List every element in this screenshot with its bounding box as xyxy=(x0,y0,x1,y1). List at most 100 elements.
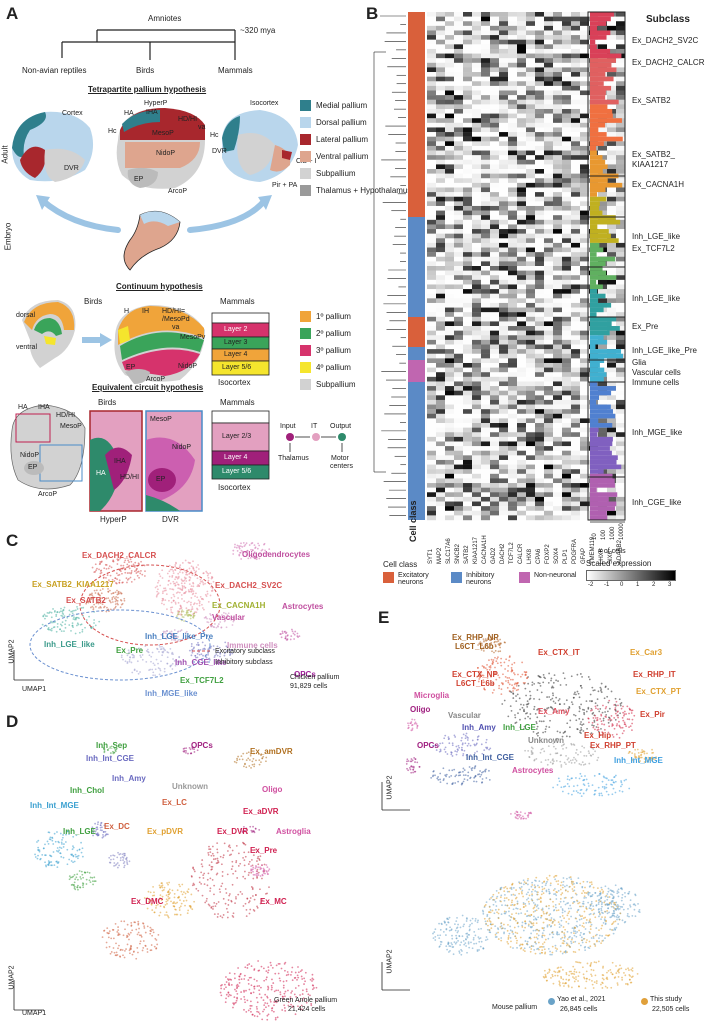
legend-item: Ventral pallium xyxy=(300,151,411,162)
umap-e-legend-0-cells: 26,845 cells xyxy=(560,1006,598,1013)
class-strip-block xyxy=(408,12,425,176)
class-swatch xyxy=(383,572,394,583)
cluster xyxy=(476,655,529,695)
subclass-label: Glia xyxy=(632,358,647,367)
continuum-mesopv: MesoPv xyxy=(180,334,206,341)
cluster xyxy=(552,772,631,798)
umap-e-label: Inh_Amy xyxy=(462,723,496,732)
bird-ep: EP xyxy=(134,176,144,183)
bar-axis-label: # of cells xyxy=(598,548,626,555)
bird-nidop: NidoP xyxy=(156,150,176,157)
continuum-ep: EP xyxy=(126,364,136,371)
cluster xyxy=(481,876,622,956)
legend-swatch xyxy=(300,117,311,128)
cluster xyxy=(182,746,199,755)
gene-label: SNCB2 xyxy=(455,543,461,564)
cluster xyxy=(430,765,491,786)
umap-d-cells: 21,424 cells xyxy=(288,1006,326,1013)
gene-label: GAD2 xyxy=(491,547,497,564)
class-swatch xyxy=(451,572,462,583)
umap-e-legend-dot-0 xyxy=(548,998,555,1005)
cluster xyxy=(407,718,419,732)
tree-leaf-reptiles: Non-avian reptiles xyxy=(22,66,87,75)
cluster xyxy=(232,541,271,561)
equivalent-hyper xyxy=(89,410,143,512)
excitatory-outline xyxy=(79,564,221,646)
umap-c xyxy=(13,541,301,681)
legend-item: Subpallium xyxy=(300,168,411,179)
subclass-label: Vascular cells xyxy=(632,368,681,377)
flow-thalamus: Thalamus xyxy=(278,455,309,462)
umap-e-label: Ex_RHP_PT xyxy=(590,741,636,750)
equivalent-title: Equivalent circuit hypothesis xyxy=(92,383,204,392)
class-strip-block xyxy=(408,347,425,360)
continuum-mammals: Mammals xyxy=(220,297,255,306)
cluster xyxy=(85,588,126,613)
umap-e-species: Mouse pallium xyxy=(492,1004,538,1011)
umap-d-label: Ex_Pre xyxy=(250,846,278,855)
subclass-label: KIAA1217 xyxy=(632,160,669,169)
umap-e-legend-1: This study xyxy=(650,996,682,1003)
mammal-pir: Pir + PA xyxy=(272,182,298,189)
umap-e-label: Ex_Car3 xyxy=(630,648,663,657)
umap-e-label: Inh_Int_MGE xyxy=(614,756,663,765)
legend-label: 1º pallium xyxy=(316,312,351,321)
subclass-label: Immune cells xyxy=(632,378,680,387)
umap-e-label: Oligo xyxy=(410,705,431,714)
umap-e-label: Astrocytes xyxy=(512,766,554,775)
umap-e-label: Ex_Pir xyxy=(640,710,665,719)
gene-label: MAP2 xyxy=(437,547,443,564)
umap-d-label: Inh_LGE xyxy=(63,827,96,836)
eq-mesop: MesoP xyxy=(60,423,82,430)
cluster xyxy=(120,644,181,677)
cluster xyxy=(91,821,109,839)
tree-leaf-birds: Birds xyxy=(136,66,155,75)
cluster xyxy=(581,884,641,925)
umap-e xyxy=(381,636,658,991)
subclass-title: Subclass xyxy=(646,14,690,25)
bird-iha: IHA xyxy=(146,109,158,116)
tree-age: ~320 mya xyxy=(240,26,276,35)
dvr-ep: EP xyxy=(156,476,166,483)
legend-label: Thalamus + Hypothalamus xyxy=(316,186,412,195)
umap-c-label: Ex_Pre xyxy=(116,646,144,655)
umap-e-label: Inh_LGE xyxy=(503,723,536,732)
umap-c-xaxis: UMAP1 xyxy=(22,686,47,693)
cluster xyxy=(101,920,160,960)
cluster xyxy=(203,611,236,629)
cluster xyxy=(188,641,234,661)
continuum-hdhi: HD/HI= xyxy=(162,308,186,315)
umap-d-label: Inh_Int_CGE xyxy=(86,754,135,763)
legend-swatch xyxy=(300,379,311,390)
inhibitory-outline xyxy=(29,609,211,681)
bar-tick: 10000 xyxy=(619,523,625,540)
bird-brain xyxy=(116,108,205,189)
bird-arcop: ArcoP xyxy=(168,188,188,195)
class-strip-block xyxy=(408,217,425,267)
legend-label: 2º pallium xyxy=(316,329,351,338)
umap-e-legend-0: Yao et al., 2021 xyxy=(557,996,606,1003)
umap-e-label: Ex_RHP_IT xyxy=(633,670,676,679)
umap-c-label: OPCs xyxy=(294,670,316,679)
flow-output: Output xyxy=(330,423,352,430)
continuum-arcop: ArcoP xyxy=(146,376,166,383)
gene-label: CALCR xyxy=(518,543,524,564)
umap-d-species: Green Anole pallium xyxy=(274,997,338,1004)
legend-label: Subpallium xyxy=(316,380,356,389)
panel-e-letter: E xyxy=(378,608,390,627)
cluster xyxy=(432,914,492,956)
continuum-embryo xyxy=(22,300,76,368)
cluster xyxy=(627,748,658,763)
class-strip-block xyxy=(408,382,425,477)
bird-hyperp: HyperP xyxy=(144,100,168,107)
label-adult: Adult xyxy=(0,145,10,164)
cluster xyxy=(510,810,533,820)
umap-d-label: Ex_DC xyxy=(104,822,130,831)
umap-d-xaxis: UMAP1 xyxy=(22,1010,47,1017)
legend-item: Thalamus + Hypothalamus xyxy=(300,185,411,196)
continuum-bird xyxy=(114,305,205,384)
legend-swatch xyxy=(300,311,311,322)
umap-d-label: Ex_MC xyxy=(260,897,287,906)
legend-swatch xyxy=(300,362,311,373)
class-legend-item: Inhibitory neurons xyxy=(451,572,509,586)
